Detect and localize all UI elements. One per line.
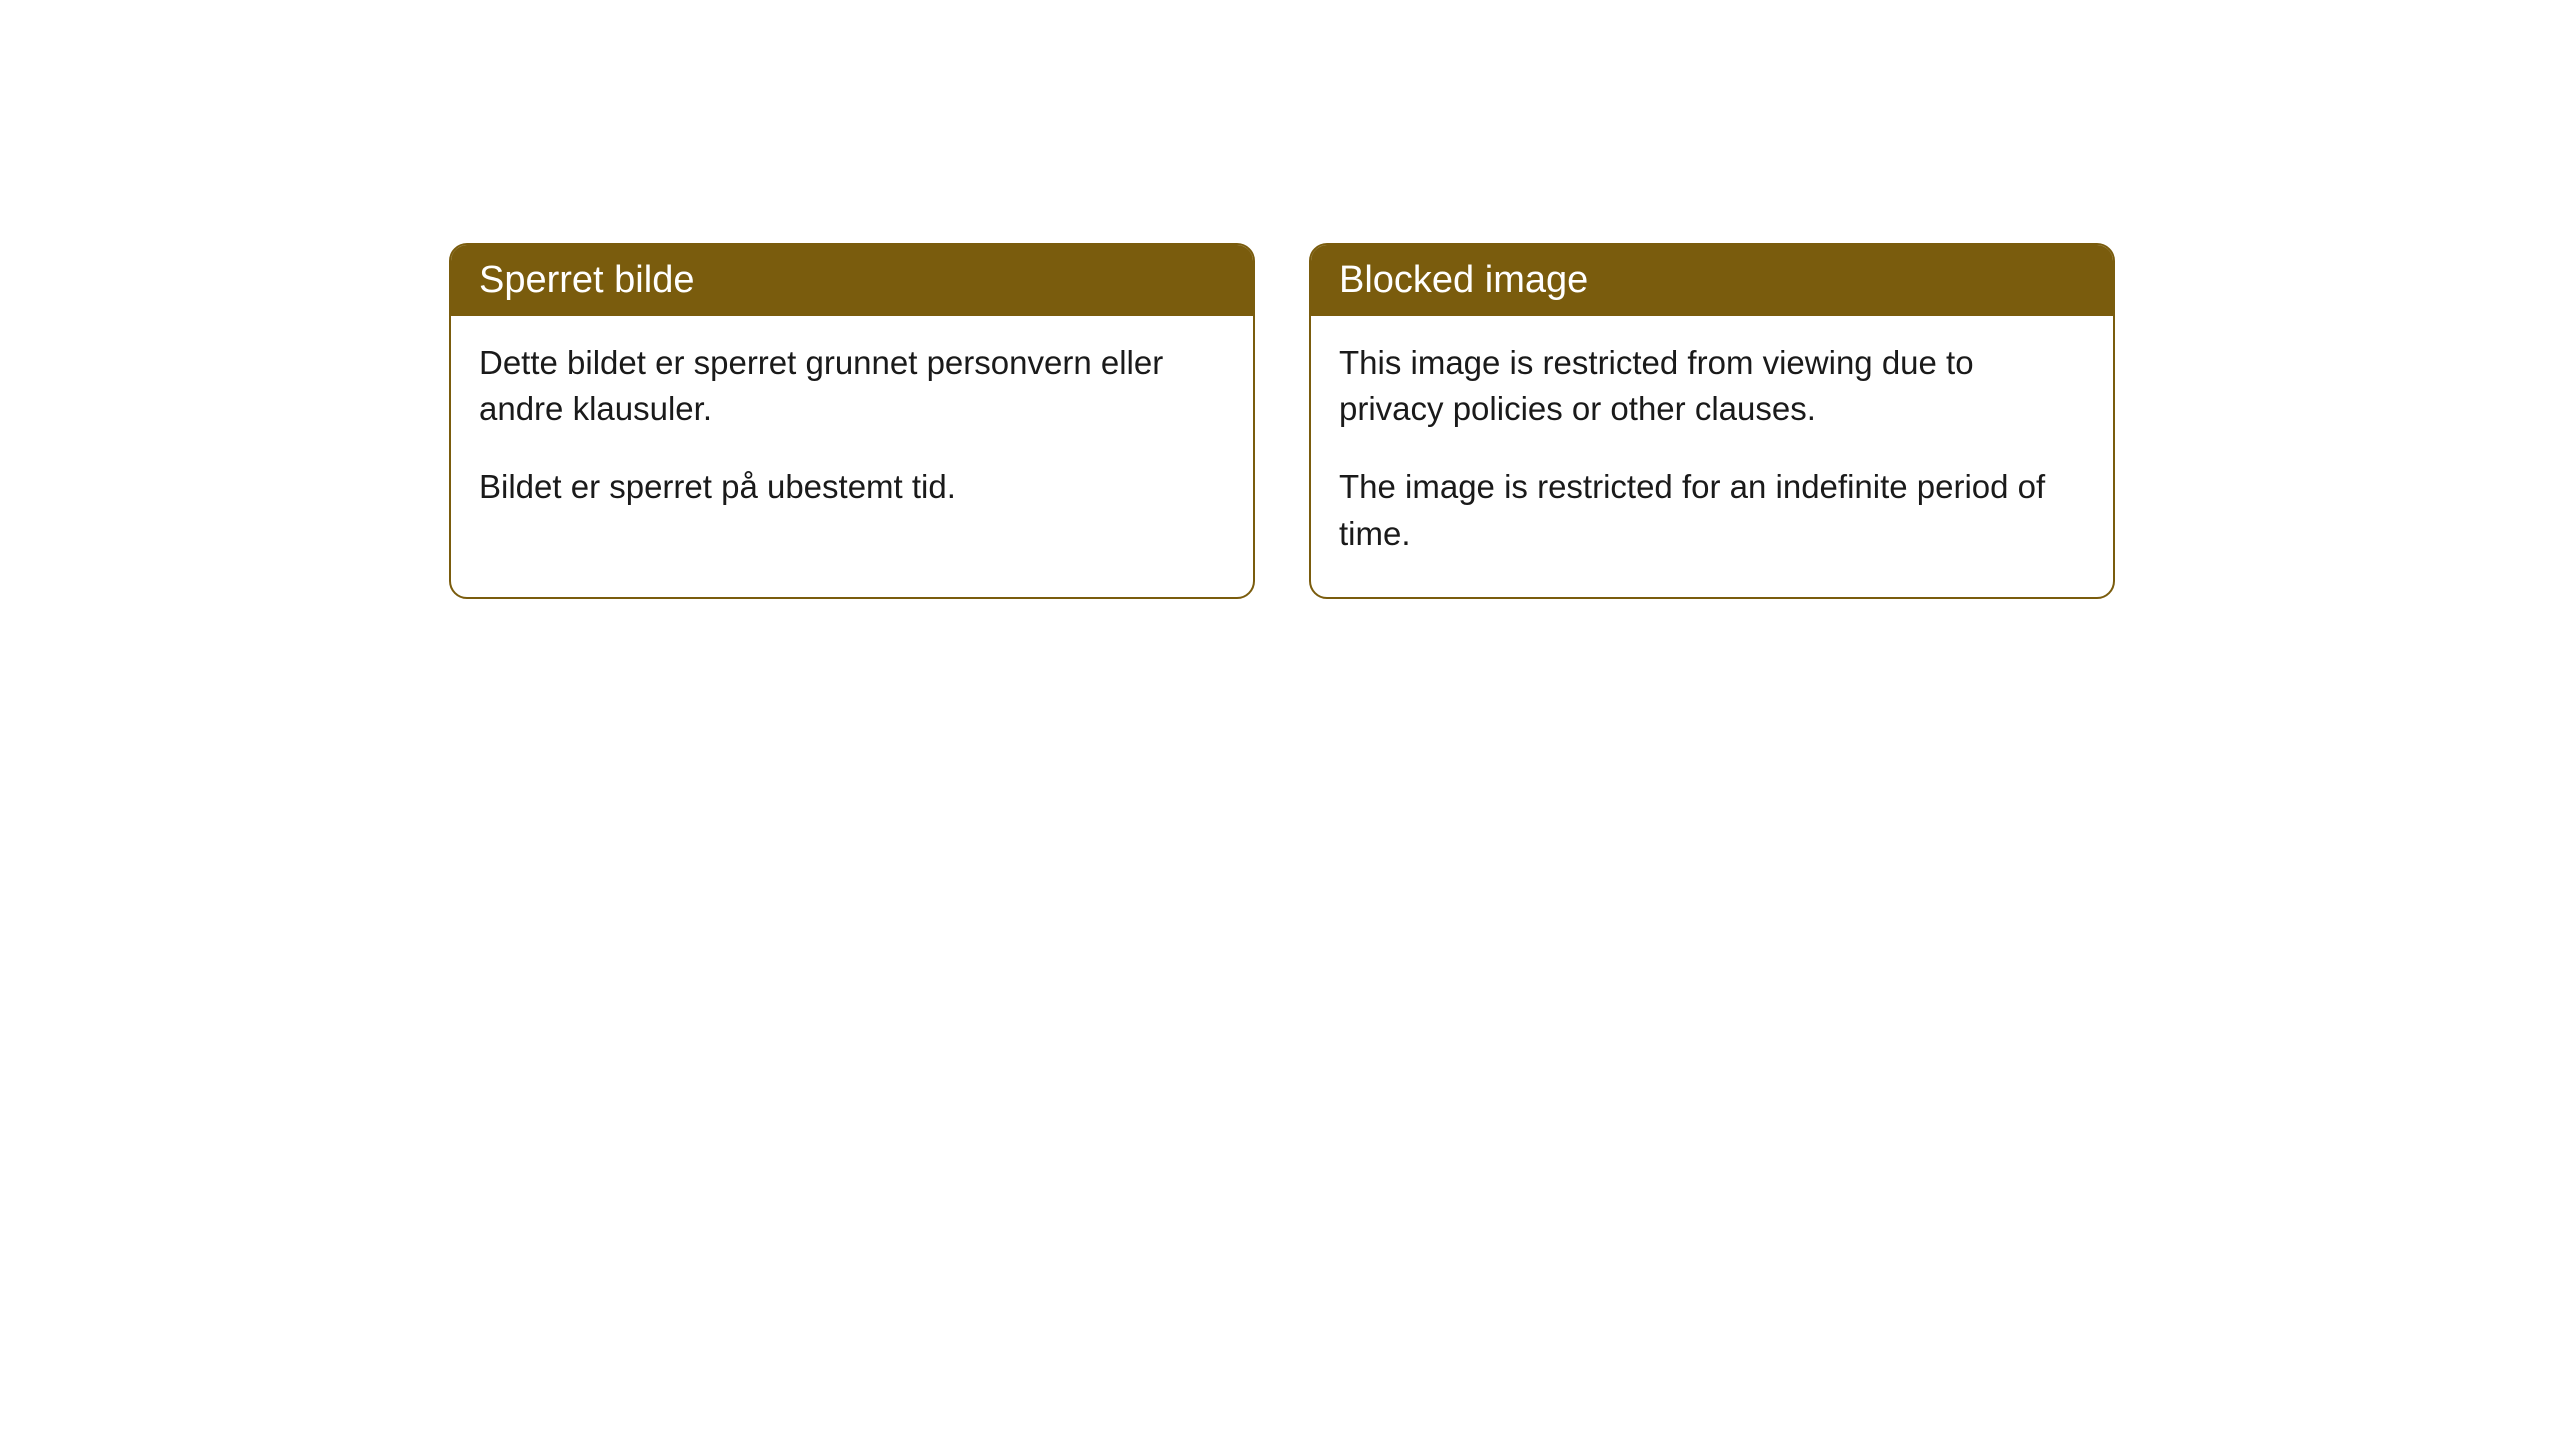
card-body-norwegian: Dette bildet er sperret grunnet personve… <box>451 316 1253 551</box>
card-header-norwegian: Sperret bilde <box>451 245 1253 316</box>
card-header-english: Blocked image <box>1311 245 2113 316</box>
card-paragraph: The image is restricted for an indefinit… <box>1339 464 2085 556</box>
card-title: Blocked image <box>1339 259 1588 301</box>
card-title: Sperret bilde <box>479 259 694 301</box>
card-paragraph: Dette bildet er sperret grunnet personve… <box>479 340 1225 432</box>
blocked-image-card-norwegian: Sperret bilde Dette bildet er sperret gr… <box>449 243 1255 599</box>
blocked-image-card-english: Blocked image This image is restricted f… <box>1309 243 2115 599</box>
notice-container: Sperret bilde Dette bildet er sperret gr… <box>0 0 2560 599</box>
card-paragraph: This image is restricted from viewing du… <box>1339 340 2085 432</box>
card-paragraph: Bildet er sperret på ubestemt tid. <box>479 464 1225 510</box>
card-body-english: This image is restricted from viewing du… <box>1311 316 2113 597</box>
